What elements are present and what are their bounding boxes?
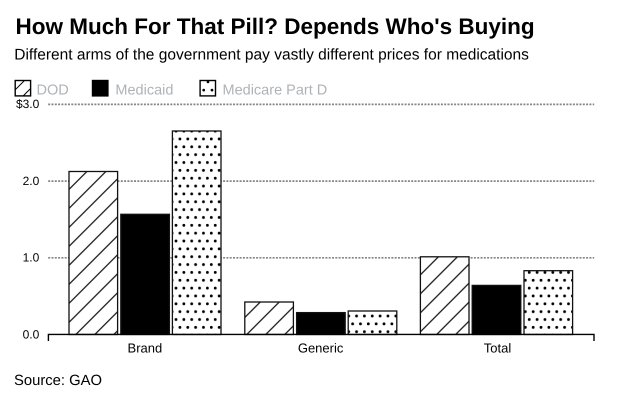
svg-text:1.0: 1.0 xyxy=(23,251,40,265)
svg-text:Source: GAO: Source: GAO xyxy=(14,373,102,389)
svg-text:Total: Total xyxy=(484,341,512,356)
svg-text:Generic: Generic xyxy=(298,341,344,356)
svg-text:How Much For That Pill? Depend: How Much For That Pill? Depends Who's Bu… xyxy=(16,14,535,39)
svg-text:Brand: Brand xyxy=(128,341,163,356)
svg-text:0.0: 0.0 xyxy=(23,327,40,341)
svg-text:Different arms of the governme: Different arms of the government pay vas… xyxy=(14,46,529,63)
svg-text:Medicare Part D: Medicare Part D xyxy=(223,83,328,99)
svg-text:Medicaid: Medicaid xyxy=(115,83,173,99)
svg-text:$3.0: $3.0 xyxy=(16,97,40,111)
svg-text:2.0: 2.0 xyxy=(23,174,40,188)
svg-text:DOD: DOD xyxy=(37,83,69,99)
